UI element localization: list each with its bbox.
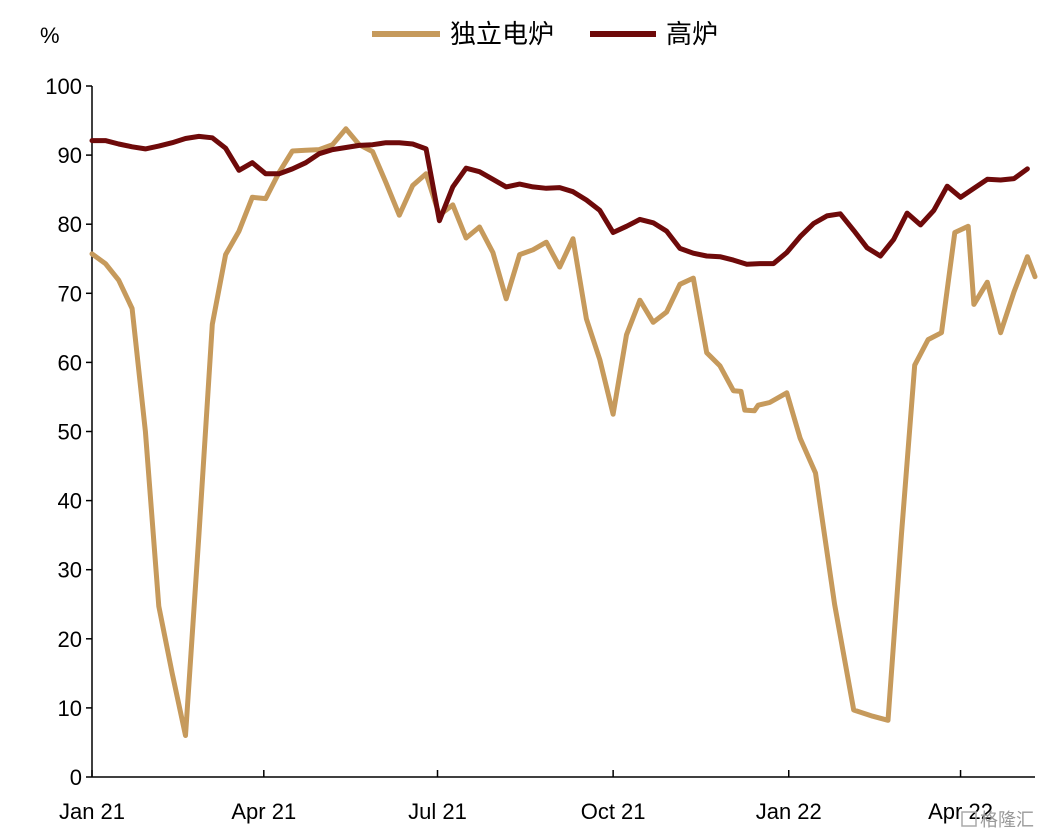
y-tick-label: 10 bbox=[58, 696, 82, 721]
y-tick-label: 50 bbox=[58, 420, 82, 445]
plot-area bbox=[89, 126, 1038, 738]
watermark: 格隆汇 bbox=[961, 810, 1034, 830]
y-tick-label: 30 bbox=[58, 558, 82, 583]
series-line-0 bbox=[89, 126, 1038, 738]
x-tick-label: Apr 22 bbox=[928, 799, 993, 824]
y-tick-label: 90 bbox=[58, 143, 82, 168]
watermark-text: 格隆汇 bbox=[980, 810, 1034, 830]
legend-label-eaf: 独立电炉 bbox=[450, 19, 554, 49]
legend: 独立电炉 高炉 bbox=[372, 19, 718, 49]
x-axis: Jan 21 Apr 21 Jul 21 Oct 21 Jan 22 Apr 22 bbox=[59, 770, 1035, 824]
watermark-logo-icon bbox=[961, 811, 977, 827]
y-tick-label: 60 bbox=[58, 350, 82, 375]
y-tick-label: 100 bbox=[45, 74, 82, 99]
x-tick-label: Jan 21 bbox=[59, 799, 125, 824]
x-tick-label: Jan 22 bbox=[756, 799, 822, 824]
y-axis: 0 10 20 30 40 50 60 70 80 90 100 bbox=[45, 74, 93, 790]
series-line-1 bbox=[89, 133, 1030, 267]
y-tick-label: 70 bbox=[58, 281, 82, 306]
x-tick-label: Jul 21 bbox=[408, 799, 467, 824]
x-tick-label: Oct 21 bbox=[581, 799, 646, 824]
x-tick-label: Apr 21 bbox=[231, 799, 296, 824]
y-tick-label: 0 bbox=[70, 765, 82, 790]
y-unit-label: % bbox=[40, 23, 60, 48]
y-tick-label: 80 bbox=[58, 212, 82, 237]
legend-label-bf: 高炉 bbox=[666, 19, 718, 49]
y-tick-label: 40 bbox=[58, 489, 82, 514]
y-tick-label: 20 bbox=[58, 627, 82, 652]
